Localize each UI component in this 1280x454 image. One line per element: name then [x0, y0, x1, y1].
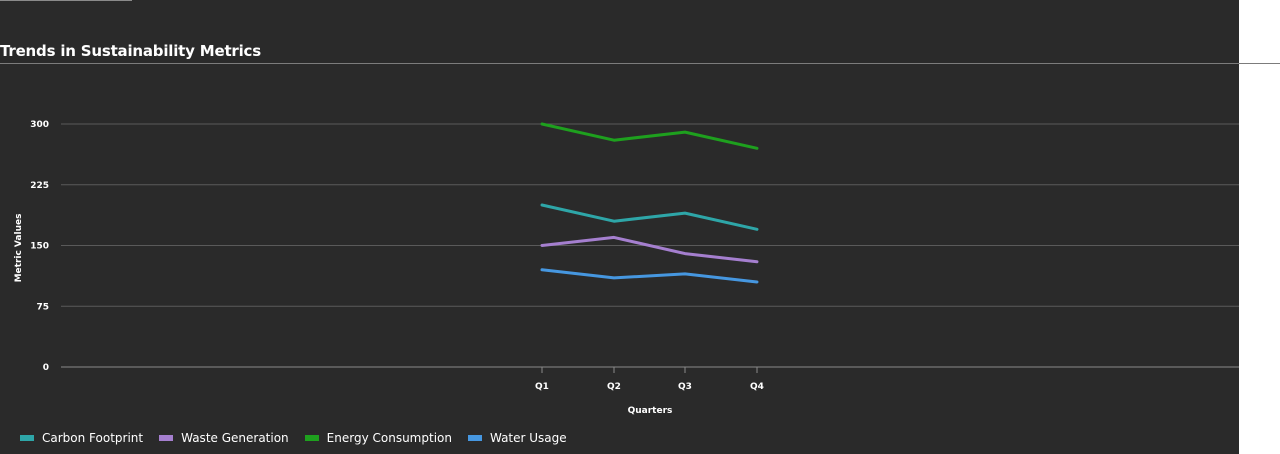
legend-item-waste-generation[interactable]: Waste Generation — [159, 431, 289, 445]
x-tick-label: Q4 — [750, 382, 764, 392]
y-axis-ticks: 0 75 150 225 300 — [30, 120, 49, 373]
legend-swatch — [159, 435, 174, 441]
series-line-waste-generation[interactable] — [540, 235, 759, 264]
legend-label: Water Usage — [489, 431, 567, 445]
legend-item-energy-consumption[interactable]: Energy Consumption — [304, 431, 452, 445]
page-margin — [1239, 0, 1280, 454]
grid-lines — [61, 123, 1239, 368]
legend-swatch — [304, 435, 319, 441]
series-lines — [540, 122, 759, 284]
legend-label: Energy Consumption — [326, 431, 452, 445]
y-tick-label: 225 — [30, 181, 49, 191]
x-axis-title: Quarters — [628, 406, 673, 416]
line-chart: 0 75 150 225 300 Q1 Q2 Q3 Q4 Metric Values Quar… — [14, 120, 1239, 416]
y-tick-label: 0 — [43, 363, 49, 373]
legend-label: Carbon Footprint — [42, 431, 144, 445]
legend-swatch — [467, 435, 482, 441]
chart-title: Trends in Sustainability Metrics — [0, 42, 261, 60]
legend-item-carbon-footprint[interactable]: Carbon Footprint — [20, 431, 143, 445]
top-tab-indicator — [0, 0, 132, 1]
x-axis-ticks: Q1 Q2 Q3 Q4 — [535, 367, 764, 392]
y-axis-title: Metric Values — [14, 214, 24, 283]
series-line-water-usage[interactable] — [540, 268, 759, 284]
legend-item-water-usage[interactable]: Water Usage — [467, 431, 567, 445]
y-tick-label: 150 — [30, 242, 49, 252]
x-tick-label: Q1 — [535, 382, 549, 392]
y-tick-label: 75 — [36, 302, 49, 312]
title-divider — [0, 63, 1280, 64]
chart-panel — [0, 0, 1239, 454]
legend: Carbon Footprint Waste Generation Energy C… — [20, 431, 567, 445]
legend-label: Waste Generation — [181, 431, 289, 445]
y-tick-label: 300 — [30, 120, 49, 130]
legend-swatch — [20, 435, 34, 441]
series-line-carbon-footprint[interactable] — [540, 203, 759, 231]
x-tick-label: Q3 — [678, 382, 692, 392]
x-tick-label: Q2 — [607, 382, 621, 392]
series-line-energy-consumption[interactable] — [540, 122, 759, 150]
